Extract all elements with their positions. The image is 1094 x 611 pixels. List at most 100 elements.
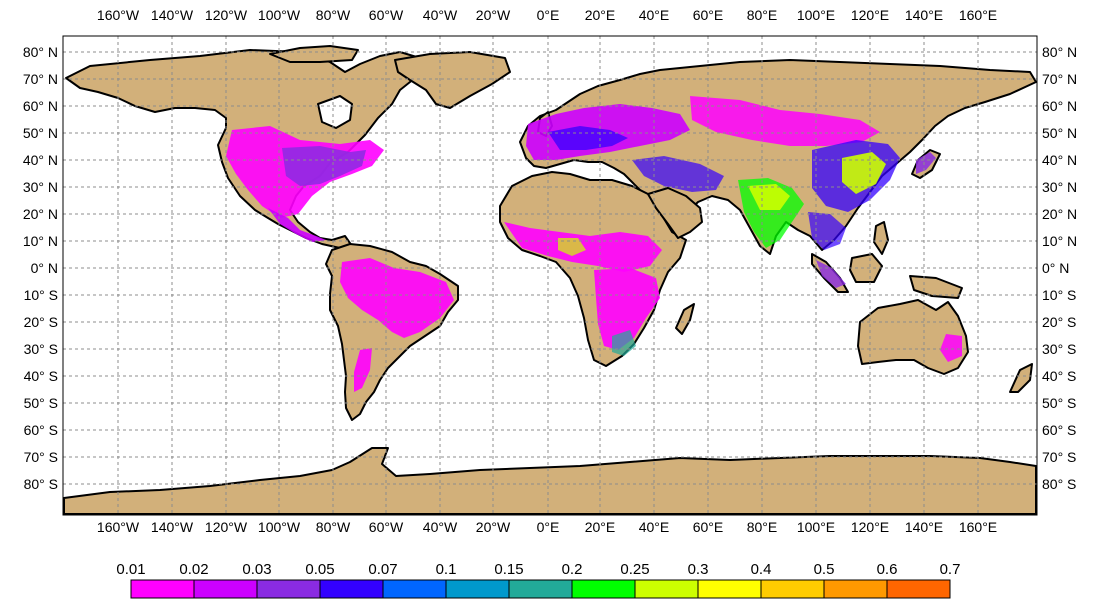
top-lon-label: 60°W: [369, 7, 404, 23]
top-lon-label: 120°W: [205, 7, 248, 23]
map-border: [62, 35, 1038, 516]
right-lat-label: 30° N: [1042, 179, 1077, 195]
colorbar-label: 0.3: [688, 561, 709, 578]
field-australia-east: [940, 334, 962, 362]
top-lon-label: 40°W: [423, 7, 458, 23]
colorbar-label: 0.02: [179, 561, 208, 578]
right-lat-label: 40° N: [1042, 152, 1077, 168]
field-south-america: [340, 258, 454, 338]
field-africa-east: [594, 268, 660, 350]
madagascar-land: [675, 303, 695, 335]
left-lat-label: 80° N: [23, 44, 58, 60]
greenland-land: [394, 51, 511, 109]
right-lat-label: 50° S: [1042, 395, 1076, 411]
left-lat-label: 50° N: [23, 125, 58, 141]
colorbar: 0.01 0.02 0.03 0.05 0.07 0.1 0.15 0.2 0.…: [116, 561, 961, 599]
left-latitude-labels: 80° N 70° N 60° N 50° N 40° N 30° N 20° …: [23, 44, 58, 492]
left-lat-label: 40° N: [23, 152, 58, 168]
field-middle-east: [632, 156, 724, 192]
top-lon-label: 100°E: [797, 7, 835, 23]
colorbar-swatch: [130, 579, 195, 599]
top-longitude-labels: 160°W 140°W 120°W 100°W 80°W 60°W 40°W 2…: [97, 7, 997, 23]
right-lat-label: 80° N: [1042, 44, 1077, 60]
bottom-lon-label: 120°W: [205, 519, 248, 535]
colorbar-label: 0.4: [751, 561, 772, 578]
bottom-lon-label: 40°E: [639, 519, 670, 535]
colorbar-swatch: [193, 579, 258, 599]
colorbar-swatch: [571, 579, 636, 599]
bottom-lon-label: 40°W: [423, 519, 458, 535]
colorbar-label: 0.6: [877, 561, 898, 578]
left-lat-label: 0° N: [31, 260, 58, 276]
left-lat-label: 40° S: [24, 368, 58, 384]
colorbar-swatch: [823, 579, 888, 599]
left-lat-label: 60° N: [23, 98, 58, 114]
top-lon-label: 20°E: [585, 7, 616, 23]
bottom-lon-label: 120°E: [851, 519, 889, 535]
bottom-lon-label: 80°W: [316, 519, 351, 535]
field-africa-sahel: [558, 238, 586, 256]
left-lat-label: 10° S: [24, 287, 58, 303]
bottom-longitude-labels: 160°W 140°W 120°W 100°W 80°W 60°W 40°W 2…: [97, 519, 997, 535]
right-lat-label: 50° N: [1042, 125, 1077, 141]
graticule: [63, 36, 1037, 515]
top-lon-label: 100°W: [258, 7, 301, 23]
colorbar-label: 0.03: [242, 561, 271, 578]
bottom-lon-label: 0°E: [537, 519, 560, 535]
top-lon-label: 80°W: [316, 7, 351, 23]
bottom-lon-label: 100°W: [258, 519, 301, 535]
bottom-lon-label: 100°E: [797, 519, 835, 535]
field-japan: [916, 152, 936, 174]
colorbar-swatches: [130, 579, 951, 599]
colorbar-label: 0.7: [940, 561, 961, 578]
right-latitude-labels: 80° N 70° N 60° N 50° N 40° N 30° N 20° …: [1042, 44, 1077, 492]
field-southeast-asia: [808, 212, 846, 250]
right-lat-label: 0° N: [1042, 260, 1069, 276]
right-lat-label: 60° N: [1042, 98, 1077, 114]
top-lon-label: 140°E: [905, 7, 943, 23]
top-lon-label: 60°E: [693, 7, 724, 23]
map-panel: [62, 35, 1038, 516]
left-lat-label: 80° S: [24, 476, 58, 492]
colorbar-label: 0.25: [620, 561, 649, 578]
field-north-america-east: [282, 146, 366, 186]
left-lat-label: 20° S: [24, 314, 58, 330]
bottom-lon-label: 160°E: [959, 519, 997, 535]
new-zealand-land: [1009, 363, 1033, 393]
top-lon-label: 20°W: [476, 7, 511, 23]
right-lat-label: 20° S: [1042, 314, 1076, 330]
top-lon-label: 140°W: [151, 7, 194, 23]
left-lat-label: 30° S: [24, 341, 58, 357]
colorbar-label: 0.15: [494, 561, 523, 578]
bottom-lon-label: 20°W: [476, 519, 511, 535]
colorbar-swatch: [697, 579, 762, 599]
bottom-lon-label: 140°E: [905, 519, 943, 535]
bottom-lon-label: 80°E: [747, 519, 778, 535]
colorbar-label: 0.01: [116, 561, 145, 578]
right-lat-label: 10° S: [1042, 287, 1076, 303]
top-lon-label: 160°W: [97, 7, 140, 23]
top-lon-label: 0°E: [537, 7, 560, 23]
colorbar-swatch: [256, 579, 321, 599]
bottom-lon-label: 20°E: [585, 519, 616, 535]
field-south-america-south: [354, 348, 372, 392]
top-lon-label: 40°E: [639, 7, 670, 23]
bottom-lon-label: 60°E: [693, 519, 724, 535]
philippines-land: [873, 221, 889, 255]
top-lon-label: 120°E: [851, 7, 889, 23]
right-lat-label: 10° N: [1042, 233, 1077, 249]
colorbar-label: 0.5: [814, 561, 835, 578]
left-lat-label: 70° S: [24, 449, 58, 465]
colorbar-label: 0.05: [305, 561, 334, 578]
field-china-core: [842, 152, 886, 194]
left-lat-label: 70° N: [23, 71, 58, 87]
hudson-bay-water: [317, 95, 353, 129]
bottom-lon-label: 140°W: [151, 519, 194, 535]
antarctica-land: [63, 447, 1037, 515]
field-europe-core: [548, 126, 628, 150]
colorbar-swatch: [508, 579, 573, 599]
left-lat-label: 10° N: [23, 233, 58, 249]
colorbar-swatch: [445, 579, 510, 599]
right-lat-label: 30° S: [1042, 341, 1076, 357]
